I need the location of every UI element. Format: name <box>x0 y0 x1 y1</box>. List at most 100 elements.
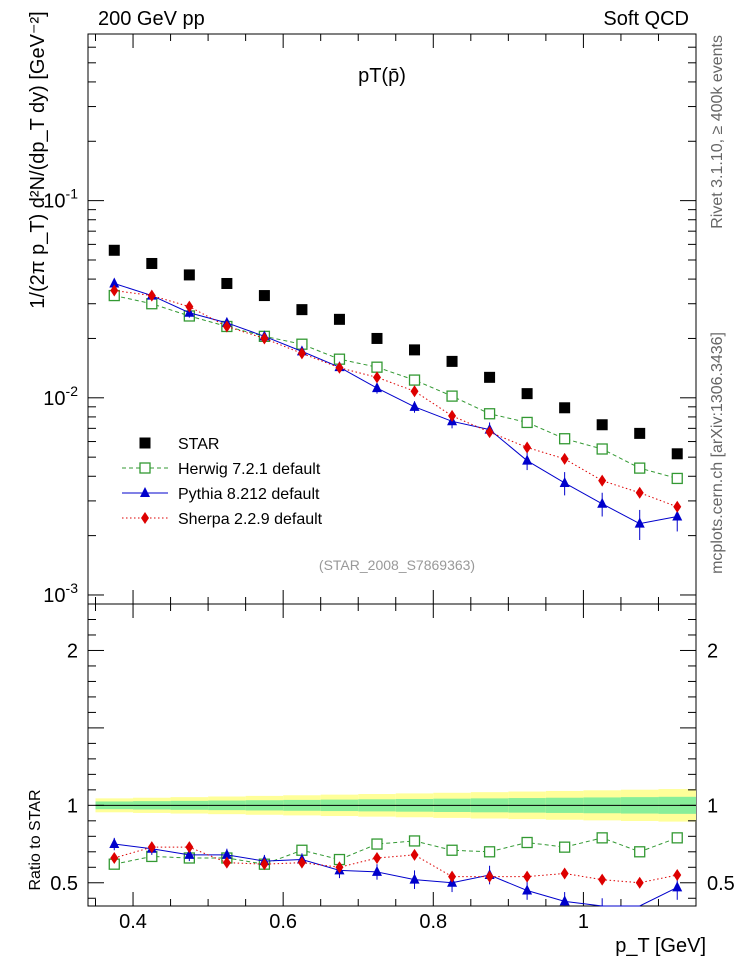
marker-square <box>221 277 233 289</box>
ratio-y-tick-label: 0.5 <box>50 873 78 895</box>
marker-diamond <box>523 870 532 883</box>
marker-open-square <box>671 472 683 485</box>
marker-diamond <box>560 452 569 465</box>
marker-open-square <box>634 462 646 474</box>
marker-diamond <box>297 347 306 360</box>
marker-square <box>333 313 345 325</box>
series-line <box>114 290 678 508</box>
marker-triangle <box>522 884 533 895</box>
ratio-y-tick-label: 1 <box>67 795 78 817</box>
marker-diamond <box>598 873 607 886</box>
y-tick-label: 10-2 <box>43 383 78 410</box>
marker-square <box>146 257 158 269</box>
marker-triangle <box>559 476 570 487</box>
marker-open-square <box>596 832 608 844</box>
marker-open-square <box>483 846 496 858</box>
marker-diamond <box>335 361 344 374</box>
ratio-herwig <box>108 832 683 870</box>
header-left: 200 GeV pp <box>98 8 205 30</box>
marker-square <box>559 402 571 414</box>
marker-diamond <box>372 371 381 384</box>
marker-square <box>296 304 308 316</box>
ratio-y-tick-label-right: 2 <box>707 640 718 662</box>
legend-item: Pythia 8.212 default <box>122 486 320 503</box>
marker-diamond <box>185 300 194 313</box>
marker-diamond <box>485 426 494 439</box>
reference-label: (STAR_2008_S7869363) <box>319 557 475 573</box>
marker-square <box>258 290 270 302</box>
marker-diamond <box>141 512 149 524</box>
ratio-uncertainty-band <box>95 789 696 822</box>
marker-square <box>183 269 195 281</box>
marker-triangle <box>371 382 382 393</box>
marker-diamond <box>185 841 194 854</box>
marker-diamond <box>260 858 269 871</box>
ratio-y-tick-label-right: 1 <box>707 795 718 817</box>
marker-triangle <box>672 881 683 892</box>
marker-open-square <box>139 462 151 474</box>
marker-square <box>371 332 383 344</box>
marker-triangle <box>221 848 232 859</box>
side-label-top: Rivet 3.1.10, ≥ 400k events <box>709 35 726 229</box>
marker-triangle <box>672 510 683 521</box>
series-line <box>114 283 678 525</box>
marker-diamond <box>335 861 344 874</box>
marker-diamond <box>147 289 156 302</box>
marker-diamond <box>673 500 682 513</box>
marker-diamond <box>410 385 419 398</box>
marker-diamond <box>110 284 119 297</box>
ratio-sherpa <box>110 841 682 889</box>
marker-diamond <box>448 870 457 883</box>
marker-diamond <box>222 856 231 869</box>
marker-diamond <box>297 856 306 869</box>
ratio-pythia <box>109 837 683 907</box>
series-line <box>114 295 678 479</box>
marker-diamond <box>635 876 644 889</box>
marker-open-square <box>483 408 496 420</box>
marker-open-square <box>408 835 421 847</box>
marker-diamond <box>673 869 682 882</box>
marker-diamond <box>598 474 607 487</box>
header-right: Soft QCD <box>603 8 689 30</box>
y-label-group: 1/(2π p_T) d²N/(dp_T dy) [GeV⁻²] <box>27 11 49 308</box>
x-tick-label: 0.6 <box>269 911 297 933</box>
marker-diamond <box>523 441 532 454</box>
marker-square <box>484 371 496 383</box>
marker-open-square <box>558 841 571 853</box>
marker-triangle <box>634 517 645 528</box>
legend: STAR Herwig 7.2.1 default Pythia 8.212 def… <box>122 436 323 528</box>
ratio-frame <box>87 603 697 907</box>
chart-title: pT(p̄) <box>358 65 406 87</box>
legend-label: STAR <box>178 436 219 453</box>
ratio-line <box>114 843 678 907</box>
marker-triangle <box>371 865 382 876</box>
legend-label: Sherpa 2.2.9 default <box>178 511 323 528</box>
series-star <box>108 244 683 460</box>
marker-diamond <box>110 851 119 864</box>
marker-diamond <box>222 320 231 333</box>
axis-ticks: 0.4 0.6 0.8 1 10-1 10-2 10-3 0.5 0.5 1 1 2 2 <box>43 34 735 933</box>
main-series <box>108 244 683 541</box>
legend-label: Pythia 8.212 default <box>178 486 320 503</box>
marker-triangle <box>559 895 570 906</box>
marker-open-square <box>521 416 533 429</box>
marker-triangle <box>140 487 150 497</box>
ratio-y-tick-label: 2 <box>67 640 78 662</box>
marker-triangle <box>109 277 120 288</box>
y-tick-label: 10-3 <box>43 580 78 607</box>
marker-square <box>521 388 533 400</box>
marker-square <box>671 448 683 460</box>
marker-open-square <box>671 832 683 844</box>
marker-triangle <box>184 848 195 859</box>
x-tick-label: 0.4 <box>119 911 147 933</box>
marker-triangle <box>522 454 533 465</box>
marker-open-square <box>408 374 421 386</box>
marker-diamond <box>560 867 569 880</box>
marker-open-square <box>558 433 571 445</box>
x-axis-label: p_T [GeV] <box>615 935 706 957</box>
x-label-text: p_T [GeV] <box>615 935 706 957</box>
marker-diamond <box>372 851 381 864</box>
ratio-line <box>114 837 678 865</box>
legend-label: Herwig 7.2.1 default <box>178 461 321 478</box>
